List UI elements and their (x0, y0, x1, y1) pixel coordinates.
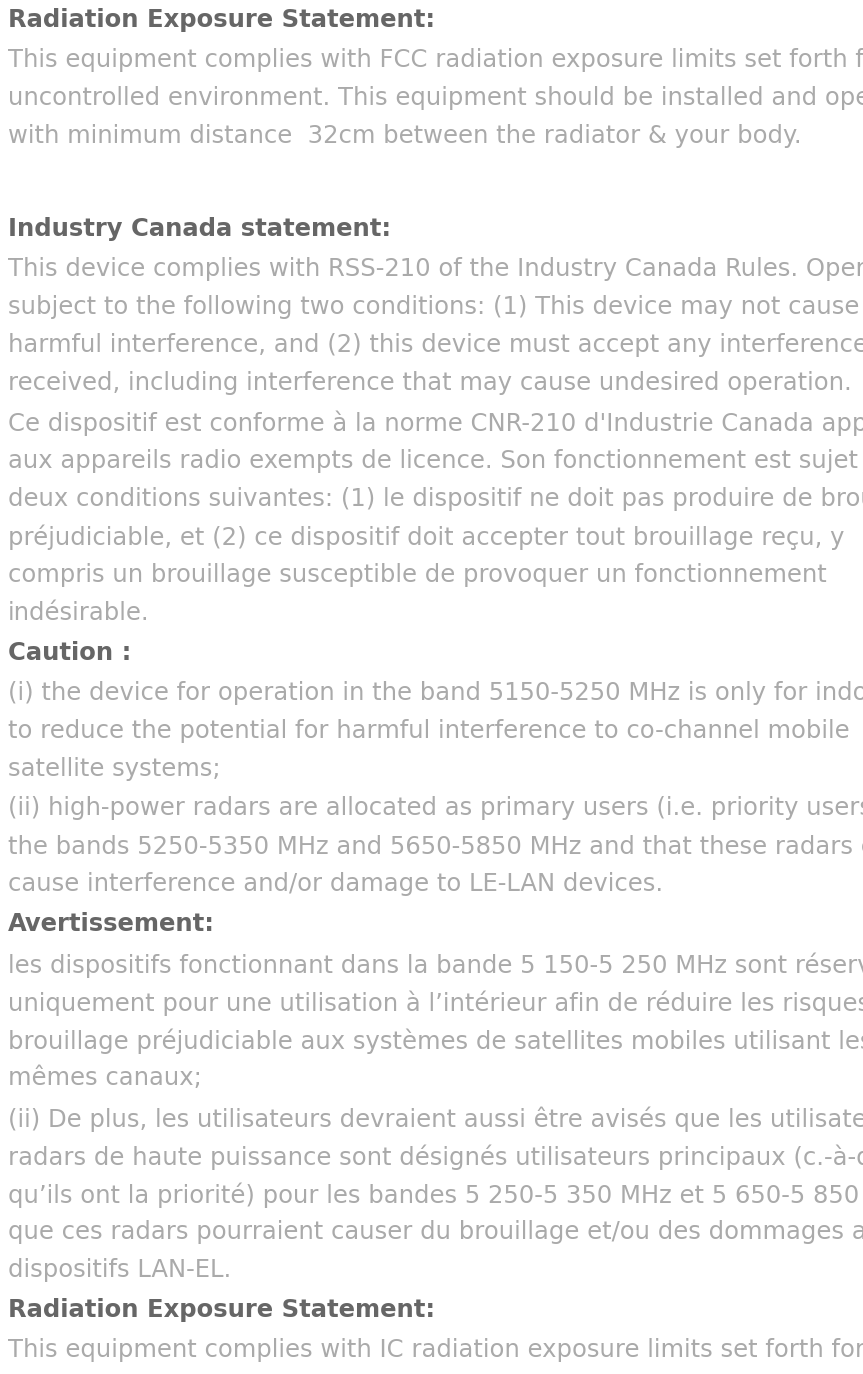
Text: aux appareils radio exempts de licence. Son fonctionnement est sujet aux: aux appareils radio exempts de licence. … (8, 449, 863, 473)
Text: Caution :: Caution : (8, 640, 131, 665)
Text: harmful interference, and (2) this device must accept any interference: harmful interference, and (2) this devic… (8, 333, 863, 357)
Text: uniquement pour une utilisation à l’intérieur afin de réduire les risques de: uniquement pour une utilisation à l’inté… (8, 991, 863, 1015)
Text: Avertissement:: Avertissement: (8, 912, 215, 937)
Text: (ii) De plus, les utilisateurs devraient aussi être avisés que les utilisateurs : (ii) De plus, les utilisateurs devraient… (8, 1106, 863, 1132)
Text: to reduce the potential for harmful interference to co-channel mobile: to reduce the potential for harmful inte… (8, 719, 850, 742)
Text: uncontrolled environment. This equipment should be installed and operated: uncontrolled environment. This equipment… (8, 87, 863, 110)
Text: received, including interference that may cause undesired operation.: received, including interference that ma… (8, 371, 852, 394)
Text: les dispositifs fonctionnant dans la bande 5 150-5 250 MHz sont réservés: les dispositifs fonctionnant dans la ban… (8, 952, 863, 978)
Text: This equipment complies with FCC radiation exposure limits set forth for an: This equipment complies with FCC radiati… (8, 48, 863, 71)
Text: deux conditions suivantes: (1) le dispositif ne doit pas produire de brouillage: deux conditions suivantes: (1) le dispos… (8, 486, 863, 511)
Text: indésirable.: indésirable. (8, 600, 149, 625)
Text: cause interference and/or damage to LE-LAN devices.: cause interference and/or damage to LE-L… (8, 872, 663, 896)
Text: Radiation Exposure Statement:: Radiation Exposure Statement: (8, 8, 435, 32)
Text: qu’ils ont la priorité) pour les bandes 5 250-5 350 MHz et 5 650-5 850 MHz et: qu’ils ont la priorité) pour les bandes … (8, 1182, 863, 1208)
Text: subject to the following two conditions: (1) This device may not cause: subject to the following two conditions:… (8, 295, 860, 319)
Text: This device complies with RSS-210 of the Industry Canada Rules. Operation is: This device complies with RSS-210 of the… (8, 257, 863, 280)
Text: brouillage préjudiciable aux systèmes de satellites mobiles utilisant les: brouillage préjudiciable aux systèmes de… (8, 1028, 863, 1054)
Text: dispositifs LAN-EL.: dispositifs LAN-EL. (8, 1259, 231, 1282)
Text: Radiation Exposure Statement:: Radiation Exposure Statement: (8, 1298, 435, 1322)
Text: mêmes canaux;: mêmes canaux; (8, 1066, 202, 1091)
Text: compris un brouillage susceptible de provoquer un fonctionnement: compris un brouillage susceptible de pro… (8, 563, 827, 587)
Text: préjudiciable, et (2) ce dispositif doit accepter tout brouillage reçu, y: préjudiciable, et (2) ce dispositif doit… (8, 525, 845, 551)
Text: Ce dispositif est conforme à la norme CNR-210 d'Industrie Canada applicable: Ce dispositif est conforme à la norme CN… (8, 411, 863, 437)
Text: (ii) high-power radars are allocated as primary users (i.e. priority users) of: (ii) high-power radars are allocated as … (8, 797, 863, 820)
Text: satellite systems;: satellite systems; (8, 757, 221, 780)
Text: This equipment complies with IC radiation exposure limits set forth for an: This equipment complies with IC radiatio… (8, 1338, 863, 1362)
Text: (i) the device for operation in the band 5150-5250 MHz is only for indoor use: (i) the device for operation in the band… (8, 680, 863, 705)
Text: with minimum distance  32cm between the radiator & your body.: with minimum distance 32cm between the r… (8, 124, 802, 148)
Text: radars de haute puissance sont désignés utilisateurs principaux (c.-à-d.,: radars de haute puissance sont désignés … (8, 1145, 863, 1169)
Text: the bands 5250-5350 MHz and 5650-5850 MHz and that these radars could: the bands 5250-5350 MHz and 5650-5850 MH… (8, 834, 863, 859)
Text: Industry Canada statement:: Industry Canada statement: (8, 217, 391, 240)
Text: que ces radars pourraient causer du brouillage et/ou des dommages aux: que ces radars pourraient causer du brou… (8, 1220, 863, 1245)
